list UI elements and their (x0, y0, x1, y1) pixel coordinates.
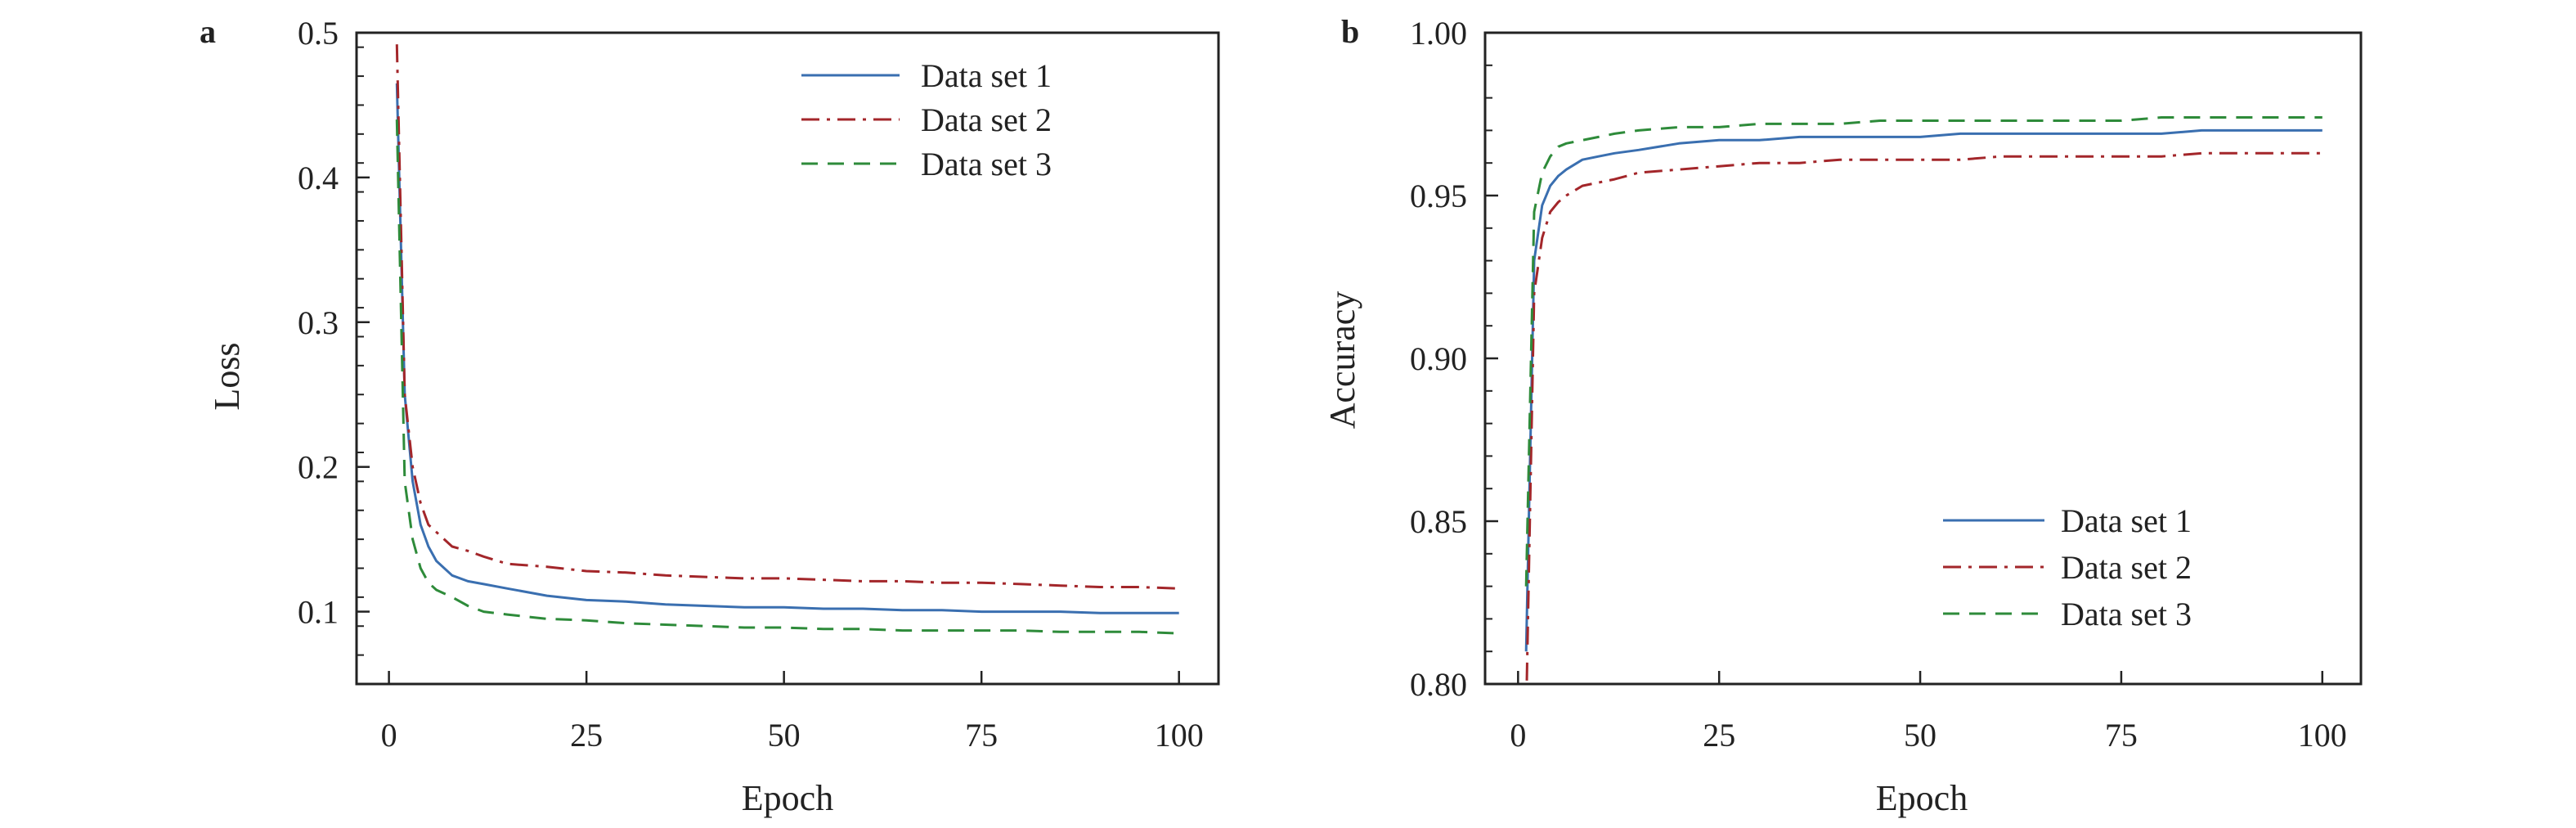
y-tick-label: 0.4 (298, 160, 339, 196)
legend-label-3: Data set 3 (921, 146, 1052, 182)
x-tick-label: 100 (2298, 717, 2347, 754)
y-tick-label: 0.90 (1410, 340, 1467, 377)
series-line-2 (1525, 151, 2322, 684)
y-tick-label: 0.3 (298, 304, 339, 341)
series-line-1 (395, 83, 1179, 614)
y-tick-label: 0.80 (1410, 666, 1467, 703)
y-tick-label: 0.5 (298, 15, 339, 52)
panel-label-a: a (200, 13, 216, 50)
x-axis-label-epoch: Epoch (742, 778, 833, 818)
series-line-3 (395, 119, 1179, 635)
series-line-3 (1524, 116, 2322, 587)
y-tick-label: 0.1 (298, 594, 339, 631)
legend-label-2: Data set 2 (2061, 549, 2192, 586)
y-tick-label: 1.00 (1410, 15, 1467, 52)
x-tick-label: 75 (2105, 717, 2138, 754)
x-tick-label: 0 (381, 717, 397, 754)
y-axis-label-accuracy: Accuracy (1322, 291, 1362, 430)
y-axis-label-loss: Loss (207, 342, 247, 410)
axes-frame (355, 31, 1220, 686)
series-line-1 (1524, 128, 2322, 652)
legend: Data set 1 Data set 2 Data set 3 (801, 57, 1052, 182)
legend-label-1: Data set 1 (2061, 502, 2192, 539)
x-tick-label: 75 (965, 717, 998, 754)
x-tick-label: 0 (1510, 717, 1526, 754)
y-tick-label: 0.95 (1410, 178, 1467, 214)
loss-chart: a Loss Epoch 0 25 50 75 100 0.1 0.2 0.3 0.4 0.5 Da… (200, 13, 1220, 818)
x-tick-label: 100 (1155, 717, 1204, 754)
x-tick-label: 50 (768, 717, 801, 754)
x-tick-label: 25 (1703, 717, 1735, 754)
legend-label-3: Data set 3 (2061, 596, 2192, 632)
series-line-2 (395, 44, 1179, 590)
x-tick-label: 50 (1904, 717, 1936, 754)
legend: Data set 1 Data set 2 Data set 3 (1943, 502, 2192, 632)
x-tick-label: 25 (570, 717, 603, 754)
y-tick-label: 0.85 (1410, 503, 1467, 540)
legend-label-1: Data set 1 (921, 57, 1052, 94)
y-tick-label: 0.2 (298, 449, 339, 486)
accuracy-chart: b Accuracy Epoch 0 25 50 75 100 0.80 0.85 0.90 0… (1322, 13, 2363, 818)
panel-label-b: b (1341, 13, 1359, 50)
x-axis-label-epoch: Epoch (1876, 778, 1968, 818)
legend-label-2: Data set 2 (921, 101, 1052, 138)
